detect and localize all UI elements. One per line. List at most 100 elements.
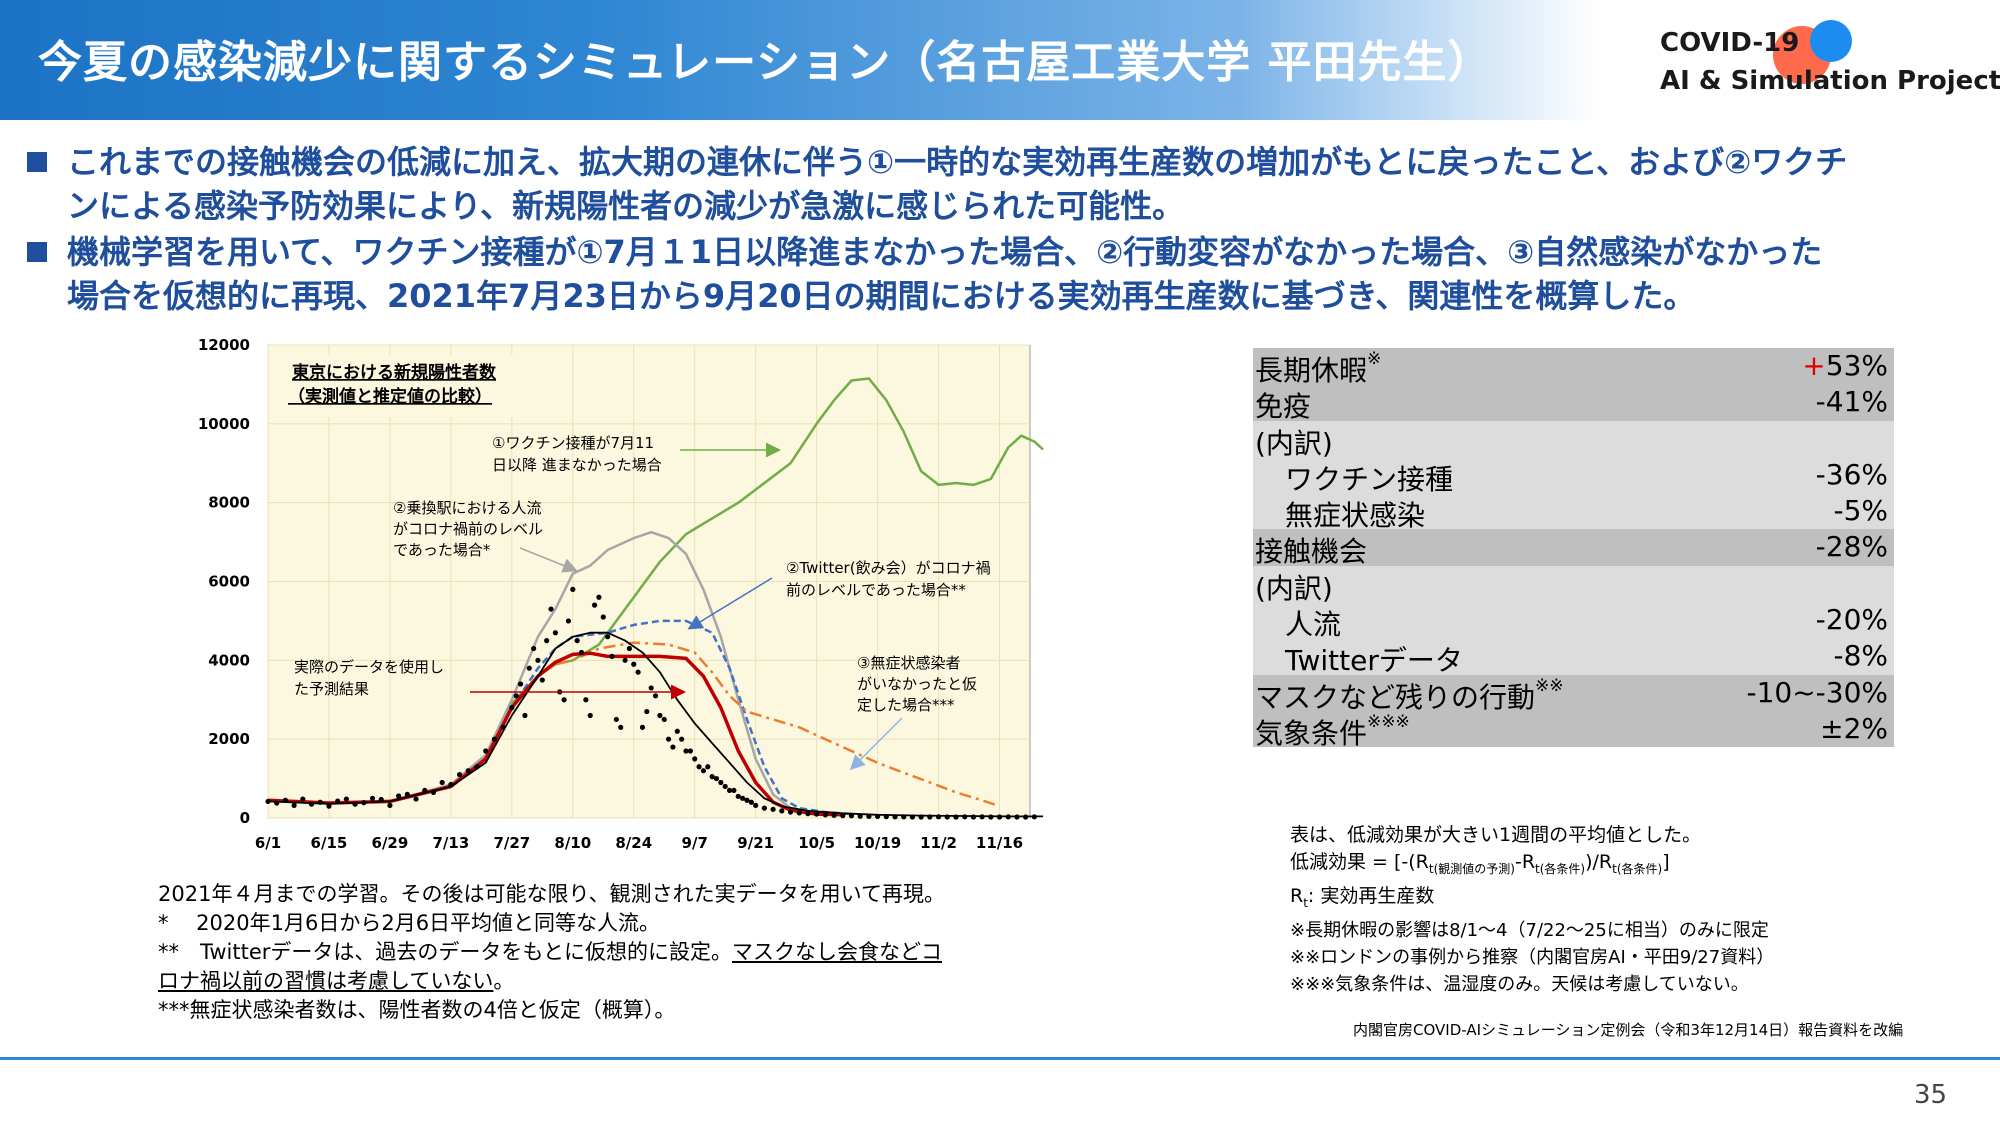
measured-point [587,712,593,719]
measured-point [570,586,576,592]
measured-point [665,736,672,742]
measured-point [857,813,863,819]
x-axis-ticks: 6/1 6/15 6/29 7/13 7/27 8/10 8/24 9/7 9/21 10/5 10… [255,834,1023,852]
bullet-2: 機械学習を用いて、ワクチン接種が①7月１1日以降進まなかった場合、②行動変容がな… [25,230,1985,318]
x-tick-label: 6/15 [311,834,348,852]
table-note-average: 表は、低減効果が大きい1週間の平均値とした。 [1290,824,1702,846]
note-line4: ロナ禍以前の習慣は考慮していない。 [158,967,1098,996]
factor-label-text: 長期休暇 [1255,354,1368,387]
measured-point [996,814,1003,820]
measured-point [378,796,384,803]
measured-point [552,630,558,636]
factor-value-text: -36% [1815,457,1888,491]
factor-value: -8% [1833,639,1888,672]
x-tick-label: 11/2 [920,834,957,852]
measured-point [526,665,532,671]
rt-sub: t [1303,895,1308,910]
x-tick-label: 9/21 [737,834,774,852]
measured-point [387,802,393,808]
note-line1: 2021年４月までの学習。その後は可能な限り、観測された実データを用いて再現。 [158,882,945,906]
factor-value: -41% [1816,385,1888,418]
measured-point [661,716,667,723]
measured-point [731,787,737,794]
measured-point [761,805,767,811]
series-line-station [267,530,843,816]
y-tick-label: 8000 [208,494,250,512]
formula-part: -R [1514,851,1536,873]
factor-label: マスクなど残りの行動※※ [1255,676,1564,716]
measured-point [609,653,615,659]
factor-table: 長期休暇※ +53% 免疫 -41% (内訳) ワクチン接種 -36% 無症状感染 -5% 接触機… [1253,348,1894,750]
factor-row: マスクなど残りの行動※※ -10~-30% [1253,674,1894,714]
measured-point [583,697,589,703]
measured-point [561,697,567,703]
factor-row: ワクチン接種 -36% [1253,456,1894,496]
arrow-asymptomatic [849,717,903,771]
measured-point [578,649,585,656]
x-tick-label: 6/1 [255,834,281,852]
measured-point [696,764,702,770]
y-tick-label: 12000 [198,336,250,354]
formula-sub: t(観測値の予測) [1428,861,1515,876]
series-line-twitter [267,619,852,816]
measured-point [644,708,650,715]
page-number: 35 [1914,1080,1948,1110]
annotation-station-line2: がコロナ禍前のレベル [393,520,543,538]
factor-row: 人流 -20% [1253,602,1894,641]
factor-label: Twitterデータ [1285,639,1463,679]
factor-label-text: 気象条件 [1255,716,1368,750]
annotation-vaccine-line1: ①ワクチン接種が7月11 [492,434,654,452]
measured-point [722,783,728,790]
x-tick-label: 10/19 [854,834,901,852]
measured-point [796,810,802,816]
chart-title-line2: （実測値と推定値の比較） [288,386,492,407]
measured-point [875,813,881,820]
measured-point [1023,814,1029,820]
factor-label-text: Twitterデータ [1285,644,1463,678]
y-tick-label: 2000 [208,730,250,748]
measured-point [483,748,489,754]
table-notes: 表は、低減効果が大きい1週間の平均値とした。 低減効果 = [-(Rt(観測値の… [1290,822,1950,998]
measured-point [779,808,785,814]
logo-text-line1: COVID-19 [1660,28,1800,58]
measured-point [596,594,602,600]
factor-label-text: マスクなど残りの行動 [1255,680,1536,714]
summary-bullets: これまでの接触機会の低減に加え、拡大期の連休に伴う①一時的な実効再生産数の増加が… [25,140,1985,320]
measured-point [265,798,271,805]
measured-point [962,814,968,820]
factor-value: ±2% [1820,712,1888,745]
formula-part: ] [1662,851,1670,873]
factor-value-text: 53% [1825,349,1888,382]
measured-point [679,736,685,742]
measured-point [840,813,846,819]
note-line2: * 2020年1月6日から2月6日平均値と同等な人流。 [158,911,661,935]
measured-point [605,634,611,640]
y-tick-label: 0 [240,809,250,827]
measured-point [618,724,624,730]
chart-title-box [288,355,544,417]
series-line-vaccine [267,377,1044,805]
measured-point [753,802,759,808]
annotation-twitter-line2: 前のレベルであった場合** [786,581,966,599]
factor-value: -36% [1816,458,1888,491]
y-axis-ticks: 0 2000 4000 6000 8000 10000 12000 [198,336,250,827]
measured-point [1005,814,1011,820]
factor-value: -10~-30% [1746,676,1888,709]
measured-point [901,814,907,820]
measured-point [631,661,637,667]
factor-label-text: 接触機会 [1255,535,1368,569]
measured-point [740,795,746,801]
formula-sub: t(各条件) [1535,861,1586,876]
square-bullet-icon [27,152,47,172]
source-credit: 内閣官房COVID-AIシミュレーション定例会（令和3年12月14日）報告資料を… [1353,1021,1904,1039]
rt-symbol: R [1290,884,1304,907]
factor-row: Twitterデータ -8% [1253,638,1894,677]
measured-point [822,812,828,818]
table-note-2: ※※ロンドンの事例から推察（内閣官房AI・平田9/27資料） [1290,946,1775,968]
factor-label: 気象条件※※※ [1255,712,1410,752]
factor-row: 長期休暇※ +53% [1253,348,1894,387]
measured-point [539,677,545,683]
y-tick-label: 4000 [208,651,250,669]
measured-point [935,814,942,820]
factor-value-text: -5% [1833,494,1888,528]
